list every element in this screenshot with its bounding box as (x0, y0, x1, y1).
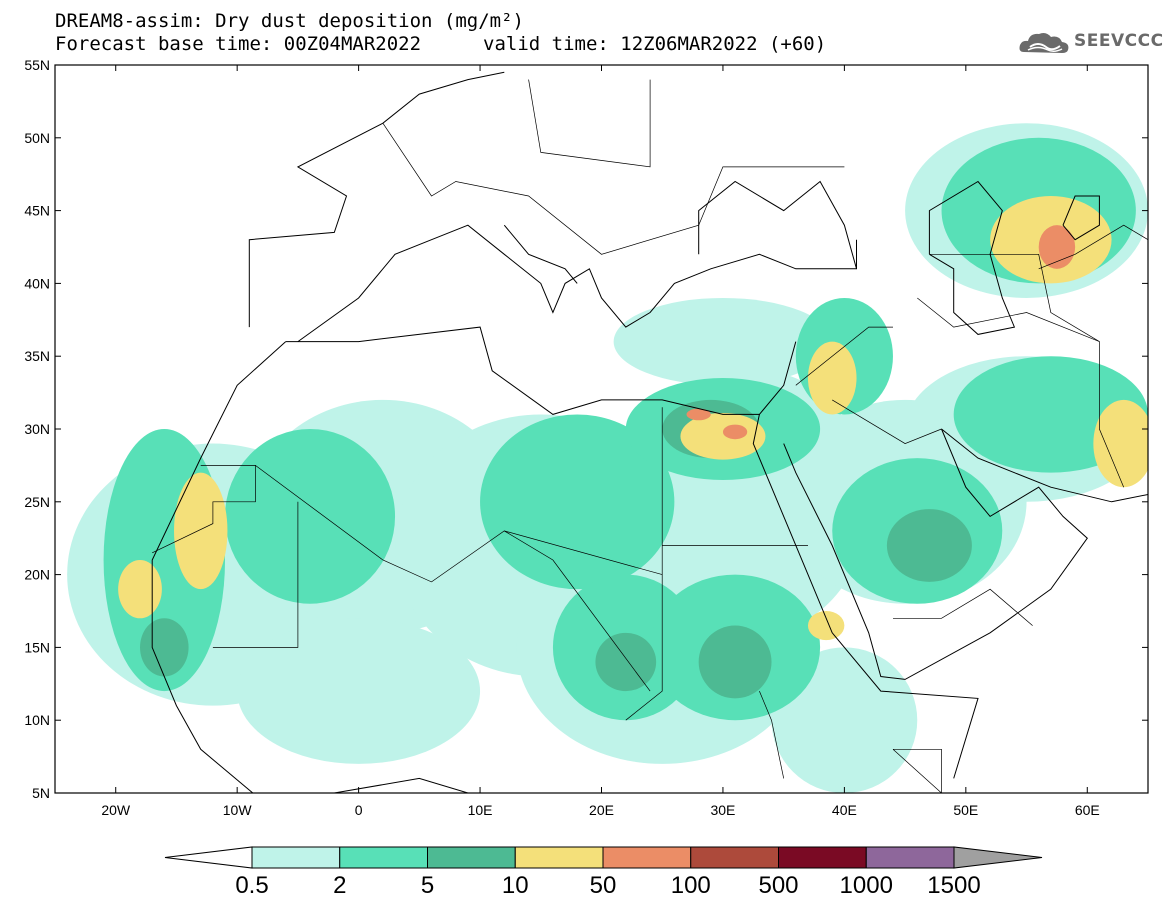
lat-label-50N: 50N (24, 130, 50, 146)
border-4 (625, 407, 663, 721)
lon-label-10E: 10E (468, 802, 493, 818)
border-7 (759, 690, 785, 779)
coastline-north-africa (285, 326, 797, 415)
dust-area-22 (698, 625, 772, 699)
dust-area-12 (225, 429, 396, 604)
coastline-caspian (928, 180, 1016, 335)
border-8 (832, 399, 942, 444)
border-15 (929, 253, 1100, 342)
dust-area-33 (722, 424, 748, 440)
dust-deposition-field (67, 123, 1148, 793)
colorbar-box-6 (778, 846, 867, 869)
coastline-west-africa (151, 341, 469, 793)
colorbar-label: 1500 (927, 872, 980, 899)
lat-label-30N: 30N (24, 421, 50, 437)
colorbar-label: 1000 (840, 872, 893, 899)
dust-area-34 (686, 408, 711, 421)
colorbar-box-4 (602, 846, 692, 869)
coastline-red-sea-east (783, 428, 1088, 680)
border-13 (382, 123, 845, 255)
lat-label-15N: 15N (24, 639, 50, 655)
colorbar-over-triangle (953, 846, 1043, 869)
forecast-base-time: Forecast base time: 00Z04MAR2022 (55, 33, 422, 55)
dust-area-24 (140, 618, 189, 677)
dust-area-29 (807, 341, 857, 415)
coastline-red-sea-west (752, 414, 979, 779)
lat-label-5N: 5N (32, 785, 50, 801)
lon-label-60E: 60E (1075, 802, 1100, 818)
border-9 (795, 326, 893, 386)
cloud-icon (1019, 33, 1069, 53)
axis-ticks: 55N 50N 45N 40N 35N 30N 25N 20N 15N 10N 5N 20W 10W 0 1… (24, 57, 1148, 818)
border-2 (212, 501, 299, 648)
colorbar: 0.5 2 5 10 50 100 500 1000 1500 (164, 846, 1043, 899)
border-12 (892, 748, 942, 793)
lon-label-40E: 40E (832, 802, 857, 818)
colorbar-box-5 (690, 846, 779, 869)
colorbar-label: 0.5 (235, 872, 268, 899)
coastline-italy-east (503, 224, 578, 284)
lat-label-55N: 55N (24, 57, 50, 73)
lon-label-10W: 10W (223, 802, 253, 818)
colorbar-box-3 (514, 846, 604, 869)
colorbar-label: 500 (758, 872, 798, 899)
logo-text: SEEVCCC (1074, 31, 1164, 51)
border-3 (255, 465, 663, 583)
dust-area-21 (595, 632, 657, 692)
seevccc-logo: SEEVCCC (1018, 28, 1163, 58)
lat-label-35N: 35N (24, 348, 50, 364)
border-10 (917, 297, 1125, 488)
colorbar-label: 5 (421, 872, 434, 899)
border-16 (1038, 224, 1148, 270)
valid-time: valid time: 12Z06MAR2022 (+60) (483, 33, 827, 55)
colorbar-box-0 (251, 846, 341, 869)
colorbar-label: 100 (671, 872, 711, 899)
dust-area-35 (1038, 225, 1076, 269)
lat-label-45N: 45N (24, 203, 50, 219)
lat-label-40N: 40N (24, 275, 50, 291)
country-borders (152, 79, 1148, 793)
lat-label-20N: 20N (24, 567, 50, 583)
colorbar-under-triangle (164, 846, 253, 869)
coastline-mediterranean-north (297, 224, 857, 343)
colorbar-label: 50 (590, 872, 617, 899)
dust-area-32 (1093, 399, 1148, 488)
coastline-europe-south (248, 71, 505, 328)
lon-label-20E: 20E (589, 802, 614, 818)
colorbar-label: 2 (333, 872, 346, 899)
lon-label-50E: 50E (953, 802, 978, 818)
colorbar-box-2 (427, 846, 516, 869)
dust-area-23 (886, 509, 972, 582)
coastline-black-sea (698, 180, 857, 269)
dust-area-8 (613, 297, 833, 386)
dust-area-27 (174, 472, 228, 590)
dust-area-30 (807, 611, 845, 641)
coastline-aral (1062, 195, 1100, 241)
border-6 (504, 530, 651, 692)
dust-area-28 (680, 412, 766, 460)
dust-area-26 (118, 560, 162, 619)
map-title: DREAM8-assim: Dry dust deposition (mg/m²… (55, 10, 524, 32)
border-11 (893, 588, 1033, 626)
lat-label-25N: 25N (24, 494, 50, 510)
lon-label-0: 0 (355, 802, 363, 818)
colorbar-box-7 (865, 846, 955, 869)
lon-label-30E: 30E (710, 802, 735, 818)
lat-label-10N: 10N (24, 712, 50, 728)
coastlines (151, 71, 1148, 793)
coastline-persian-gulf-north (941, 428, 1148, 503)
border-14 (528, 79, 651, 168)
colorbar-label: 10 (502, 872, 529, 899)
lon-label-20W: 20W (101, 802, 131, 818)
dust-area-9 (237, 618, 481, 764)
border-1 (152, 465, 256, 554)
colorbar-box-1 (339, 846, 428, 869)
